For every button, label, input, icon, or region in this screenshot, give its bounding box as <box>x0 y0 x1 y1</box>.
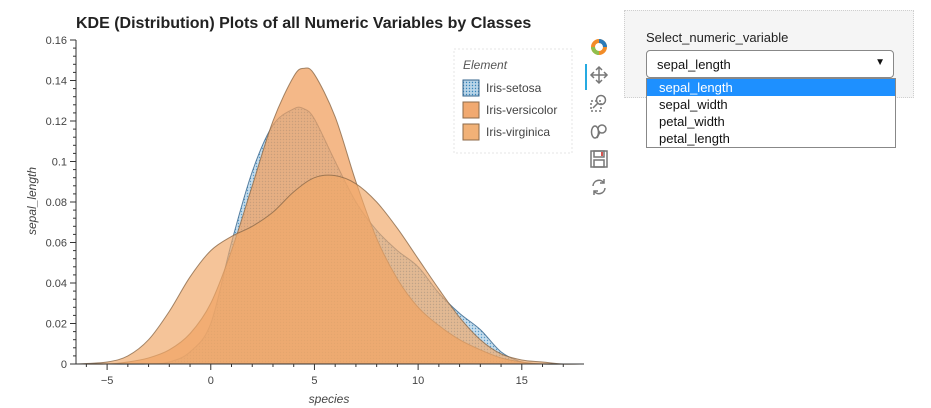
select-options-list: sepal_length sepal_width petal_width pet… <box>646 78 896 148</box>
pan-icon[interactable] <box>588 64 610 86</box>
y-tick-label: 0 <box>61 359 67 371</box>
legend: Element Iris-setosa Iris-versicolor Iris-vi… <box>453 48 573 154</box>
select-option[interactable]: petal_width <box>659 114 725 129</box>
reset-icon[interactable] <box>588 176 610 198</box>
x-tick-label: 10 <box>412 375 424 387</box>
dropdown-arrow-icon[interactable]: ▼ <box>875 57 885 68</box>
y-tick-label: 0.1 <box>52 157 67 169</box>
kde-line-iris-virginica <box>75 174 585 365</box>
kde-area-iris-virginica <box>76 175 584 365</box>
save-icon[interactable] <box>588 148 610 170</box>
numeric-variable-select[interactable]: sepal_length ▼ <box>646 50 894 78</box>
wheel-zoom-icon[interactable] <box>588 120 610 142</box>
x-axis-label: species <box>309 392 350 406</box>
box-zoom-icon[interactable] <box>588 92 610 114</box>
select-option[interactable]: sepal_width <box>659 97 728 112</box>
select-option[interactable]: petal_length <box>659 131 730 146</box>
legend-swatch <box>462 123 480 141</box>
y-tick-label: 0.04 <box>46 278 67 290</box>
y-tick-label: 0.06 <box>46 238 67 250</box>
y-tick-label: 0.08 <box>46 197 67 209</box>
active-tool-indicator <box>585 64 587 90</box>
x-tick-label: 0 <box>208 375 214 387</box>
y-tick-label: 0.02 <box>46 319 67 331</box>
select-value: sepal_length <box>657 57 731 72</box>
legend-label: Iris-virginica <box>486 125 550 139</box>
y-tick-label: 0.14 <box>46 76 67 88</box>
select-option[interactable]: sepal_length <box>647 79 895 96</box>
legend-title: Element <box>463 58 508 72</box>
legend-label: Iris-setosa <box>486 81 542 95</box>
chart-toolbar <box>588 36 612 204</box>
bokeh-logo-icon[interactable] <box>588 36 610 58</box>
chart-title: KDE (Distribution) Plots of all Numeric … <box>76 15 531 32</box>
y-tick-label: 0.12 <box>46 116 67 128</box>
y-tick-label: 0.16 <box>46 35 67 47</box>
legend-label: Iris-versicolor <box>486 103 557 117</box>
legend-swatch <box>462 101 480 119</box>
x-tick-label: 5 <box>311 375 317 387</box>
legend-swatch <box>462 79 480 97</box>
select-label: Select_numeric_variable <box>646 30 789 45</box>
x-tick-label: 15 <box>516 375 528 387</box>
kde-chart: KDE (Distribution) Plots of all Numeric … <box>25 15 585 406</box>
x-tick-label: −5 <box>101 375 114 387</box>
y-axis-label: sepal_length <box>25 167 39 235</box>
